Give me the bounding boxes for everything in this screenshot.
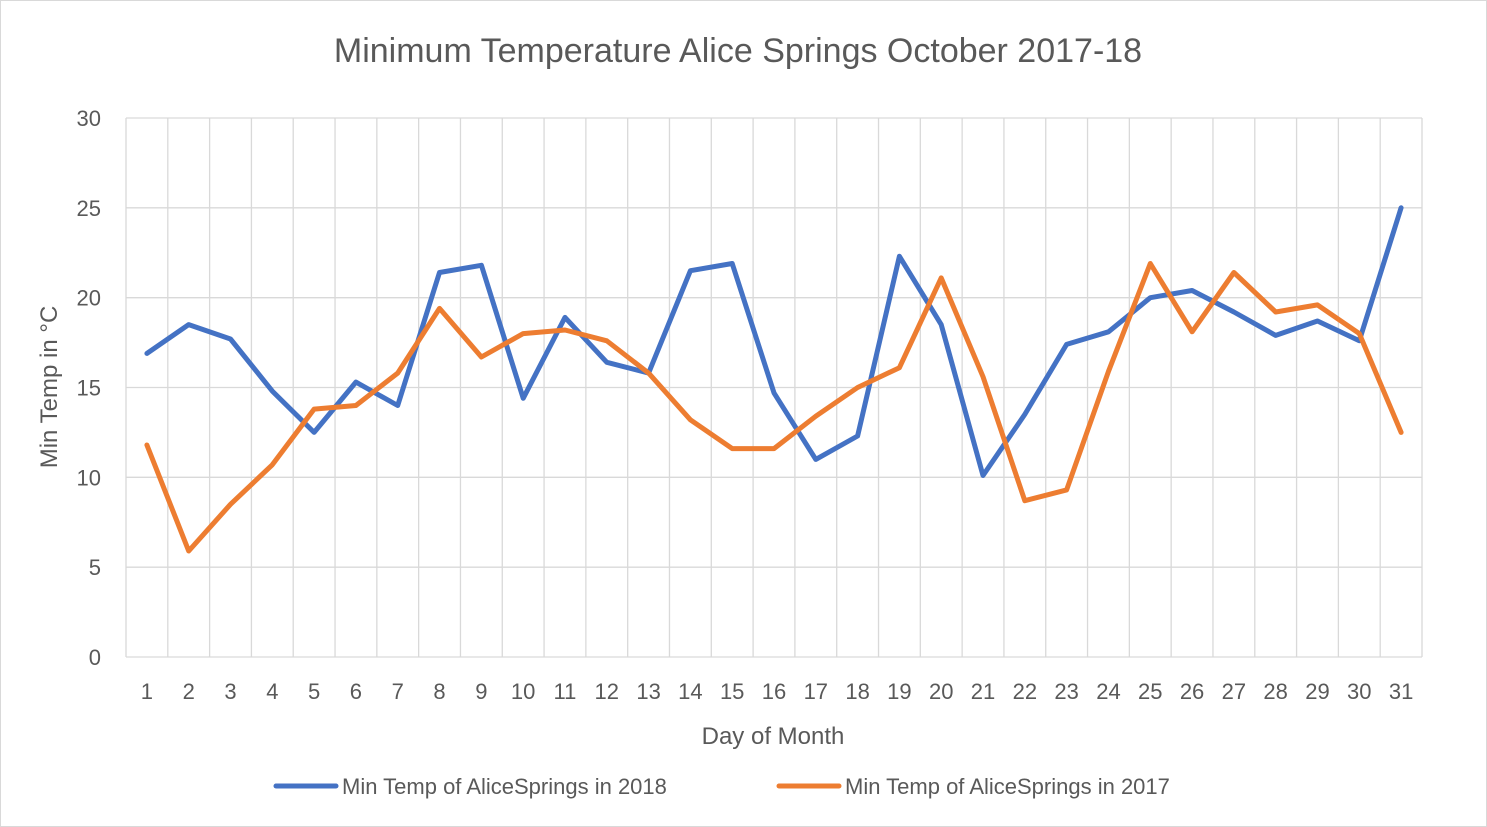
x-tick-label: 9 <box>475 679 487 704</box>
x-tick-label: 14 <box>678 679 702 704</box>
x-axis-ticks: 1 2 3 4 5 6 7 8 9 10 11 12 13 14 15 16 17 18 19 20 21 22 23 24 2… <box>141 679 1414 704</box>
x-tick-label: 8 <box>433 679 445 704</box>
x-tick-label: 4 <box>266 679 278 704</box>
x-axis-title: Day of Month <box>702 723 845 750</box>
x-tick-label: 6 <box>350 679 362 704</box>
x-tick-label: 18 <box>845 679 869 704</box>
x-tick-label: 22 <box>1013 679 1037 704</box>
x-tick-label: 20 <box>929 679 953 704</box>
x-tick-label: 5 <box>308 679 320 704</box>
x-tick-label: 28 <box>1263 679 1287 704</box>
legend: Min Temp of AliceSprings in 2018 Min Temp… <box>273 774 1170 799</box>
x-tick-label: 30 <box>1347 679 1371 704</box>
x-tick-label: 31 <box>1389 679 1413 704</box>
x-tick-label: 19 <box>887 679 911 704</box>
x-tick-label: 1 <box>141 679 153 704</box>
x-tick-label: 17 <box>804 679 828 704</box>
x-tick-label: 21 <box>971 679 995 704</box>
x-tick-label: 29 <box>1305 679 1329 704</box>
x-tick-label: 10 <box>511 679 535 704</box>
x-tick-label: 11 <box>554 679 577 704</box>
series-line-2 <box>144 261 1404 554</box>
y-tick-label: 30 <box>77 106 101 131</box>
y-tick-label: 10 <box>77 465 101 490</box>
gridlines <box>125 117 1423 658</box>
x-tick-label: 3 <box>224 679 236 704</box>
y-tick-label: 0 <box>89 645 101 670</box>
x-tick-label: 26 <box>1180 679 1204 704</box>
x-tick-label: 24 <box>1096 679 1120 704</box>
legend-label-1: Min Temp of AliceSprings in 2018 <box>342 774 667 799</box>
x-tick-label: 25 <box>1138 679 1162 704</box>
y-tick-label: 20 <box>77 286 101 311</box>
legend-label-2: Min Temp of AliceSprings in 2017 <box>845 774 1170 799</box>
y-tick-label: 15 <box>77 376 101 401</box>
y-tick-label: 25 <box>77 196 101 221</box>
x-tick-label: 7 <box>392 679 404 704</box>
series-lines <box>144 205 1404 554</box>
series-line-1 <box>144 205 1404 478</box>
chart-title: Minimum Temperature Alice Springs Octobe… <box>334 32 1142 70</box>
x-tick-label: 23 <box>1054 679 1078 704</box>
y-tick-label: 5 <box>89 555 101 580</box>
y-axis-ticks: 0 5 10 15 20 25 30 <box>77 106 101 670</box>
x-tick-label: 27 <box>1222 679 1246 704</box>
x-tick-label: 15 <box>720 679 744 704</box>
x-tick-label: 12 <box>595 679 619 704</box>
y-axis-title: Min Temp in °C <box>36 306 63 469</box>
x-tick-label: 16 <box>762 679 786 704</box>
x-tick-label: 2 <box>183 679 195 704</box>
x-tick-label: 13 <box>636 679 660 704</box>
